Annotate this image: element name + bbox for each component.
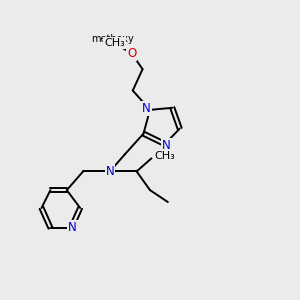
Text: methoxy: methoxy [92, 34, 134, 44]
Text: CH₃: CH₃ [154, 151, 175, 161]
Text: O: O [127, 47, 136, 60]
Text: CH₃: CH₃ [104, 38, 125, 48]
Text: N: N [68, 221, 77, 234]
Text: N: N [142, 102, 151, 115]
Text: N: N [106, 165, 114, 178]
Text: N: N [162, 139, 171, 152]
